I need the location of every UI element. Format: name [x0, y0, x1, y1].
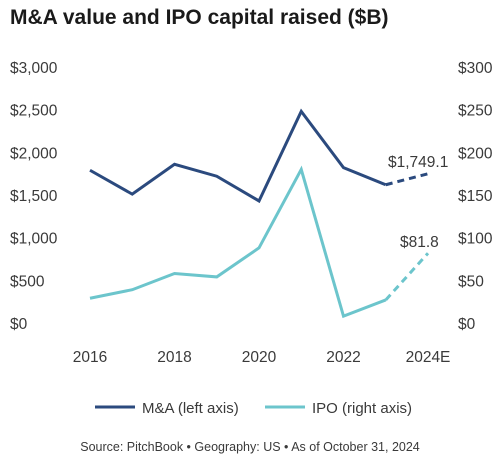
x-axis-tick-label: 2016 [73, 349, 107, 366]
right-axis: $0 $50 $100 $150 $200 $250 $300 [458, 60, 493, 333]
right-axis-tick-label: $250 [458, 103, 493, 120]
left-axis-tick-label: $2,500 [10, 103, 58, 120]
source-note: Source: PitchBook • Geography: US • As o… [80, 440, 420, 454]
x-axis: 2016 2018 2020 2022 2024E [73, 349, 451, 366]
right-axis-tick-label: $50 [458, 273, 484, 290]
right-axis-tick-label: $200 [458, 145, 493, 162]
callouts: $1,749.1 $81.8 [388, 154, 448, 251]
right-axis-tick-label: $300 [458, 60, 493, 77]
chart-title: M&A value and IPO capital raised ($B) [10, 6, 389, 29]
series-line-ipo [89, 165, 387, 319]
series-layer [89, 108, 430, 319]
left-axis: $0 $500 $1,000 $1,500 $2,000 $2,500 $3,000 [10, 60, 58, 333]
left-axis-tick-label: $1,500 [10, 188, 58, 205]
series-line-ma [89, 108, 387, 204]
left-axis-tick-label: $2,000 [10, 145, 58, 162]
legend: M&A (left axis) IPO (right axis) [95, 400, 412, 417]
left-axis-tick-label: $500 [10, 273, 45, 290]
x-axis-tick-label: 2020 [242, 349, 277, 366]
ma-estimate-data-label: $1,749.1 [388, 154, 448, 171]
x-axis-tick-label: 2018 [157, 349, 191, 366]
series-line-ma-estimate [385, 172, 429, 187]
x-axis-tick-label: 2022 [326, 349, 360, 366]
left-axis-tick-label: $0 [10, 316, 28, 333]
legend-label-ma: M&A (left axis) [142, 400, 239, 417]
series-line-ipo-estimate [384, 252, 430, 301]
ipo-estimate-data-label: $81.8 [400, 234, 439, 251]
left-axis-tick-label: $1,000 [10, 231, 58, 248]
right-axis-tick-label: $100 [458, 231, 493, 248]
right-axis-tick-label: $150 [458, 188, 493, 205]
left-axis-tick-label: $3,000 [10, 60, 58, 77]
x-axis-tick-label: 2024E [406, 349, 451, 366]
right-axis-tick-label: $0 [458, 316, 476, 333]
legend-label-ipo: IPO (right axis) [312, 400, 412, 417]
